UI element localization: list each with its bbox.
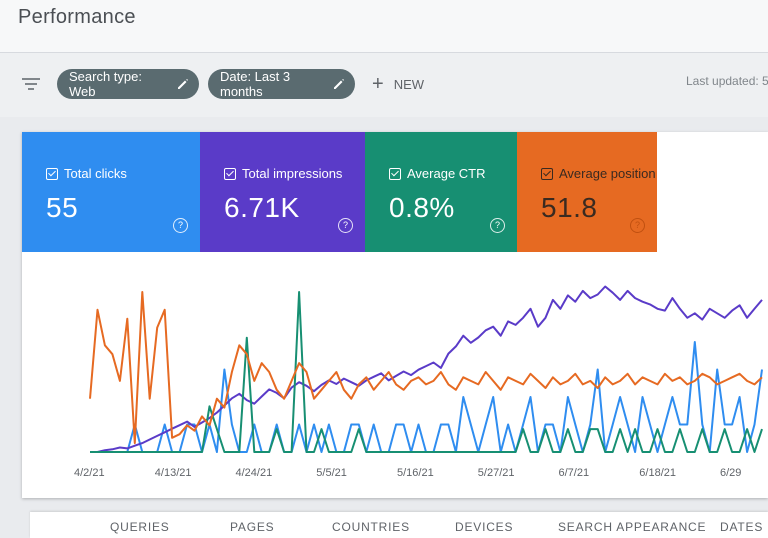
x-tick-label: 4/24/21 <box>236 467 273 479</box>
x-tick-label: 5/5/21 <box>316 467 347 479</box>
help-icon[interactable]: ? <box>338 218 353 233</box>
last-updated-text: Last updated: 5 <box>686 74 768 88</box>
tab-pages[interactable]: PAGES <box>230 520 275 534</box>
x-tick-label: 4/2/21 <box>74 467 105 479</box>
plus-icon: + <box>372 73 384 95</box>
metric-label: Total clicks <box>64 166 127 181</box>
help-icon[interactable]: ? <box>173 218 188 233</box>
checkbox-icon[interactable] <box>541 167 553 180</box>
x-tick-label: 6/7/21 <box>559 467 590 479</box>
x-tick-label: 5/27/21 <box>478 467 515 479</box>
tab-countries[interactable]: COUNTRIES <box>332 520 410 534</box>
dimension-tabs: QUERIES PAGES COUNTRIES DEVICES SEARCH APPEA… <box>30 512 768 538</box>
x-tick-label: 6/18/21 <box>639 467 676 479</box>
x-tick-label: 5/16/21 <box>397 467 434 479</box>
metric-total-clicks[interactable]: Total clicks 55 ? <box>22 132 200 252</box>
checkbox-icon[interactable] <box>46 167 58 180</box>
metric-value: 51.8 <box>541 192 598 223</box>
x-tick-label: 4/13/21 <box>155 467 192 479</box>
metric-label: Average CTR <box>407 166 486 181</box>
series-line-total-clicks <box>90 341 763 453</box>
checkbox-icon[interactable] <box>224 167 236 180</box>
metric-value: 55 <box>46 192 79 223</box>
x-tick-label: 6/29 <box>720 467 741 479</box>
tab-dates[interactable]: DATES <box>720 520 764 534</box>
filter-bar: Search type: Web Date: Last 3 months + N… <box>0 53 768 117</box>
page-title: Performance <box>18 6 136 28</box>
tab-queries[interactable]: QUERIES <box>110 520 170 534</box>
checkbox-icon[interactable] <box>389 167 401 180</box>
series-line-average-position <box>89 291 763 445</box>
metric-average-ctr[interactable]: Average CTR 0.8% ? <box>365 132 517 252</box>
performance-chart[interactable]: 4/2/21 4/13/21 4/24/21 5/5/21 5/16/21 5/27/21… <box>22 252 768 498</box>
metric-total-impressions[interactable]: Total impressions 6.71K ? <box>200 132 365 252</box>
metric-average-position[interactable]: Average position 51.8 ? <box>517 132 657 252</box>
help-icon[interactable]: ? <box>630 218 645 233</box>
metric-label: Total impressions <box>242 166 343 181</box>
help-icon[interactable]: ? <box>490 218 505 233</box>
performance-card: Total clicks 55 ? Total impressions 6.71… <box>22 132 768 498</box>
search-type-chip[interactable]: Search type: Web <box>57 69 199 99</box>
new-label: NEW <box>393 76 425 92</box>
pencil-icon <box>333 78 345 90</box>
series-line-total-impressions <box>90 285 763 453</box>
filter-icon[interactable] <box>22 77 40 95</box>
metric-label: Average position <box>559 166 656 181</box>
tab-search-appearance[interactable]: SEARCH APPEARANCE <box>558 520 707 534</box>
new-filter-button[interactable]: + NEW <box>372 74 424 94</box>
metric-value: 0.8% <box>389 192 455 223</box>
series-line-average-ctr <box>90 291 763 453</box>
tab-devices[interactable]: DEVICES <box>455 520 514 534</box>
date-range-label: Date: Last 3 months <box>220 69 291 99</box>
pencil-icon <box>177 78 189 90</box>
date-range-chip[interactable]: Date: Last 3 months <box>208 69 355 99</box>
top-bar: Performance <box>0 0 768 53</box>
search-type-label: Search type: Web <box>69 69 142 99</box>
metric-value: 6.71K <box>224 192 300 223</box>
